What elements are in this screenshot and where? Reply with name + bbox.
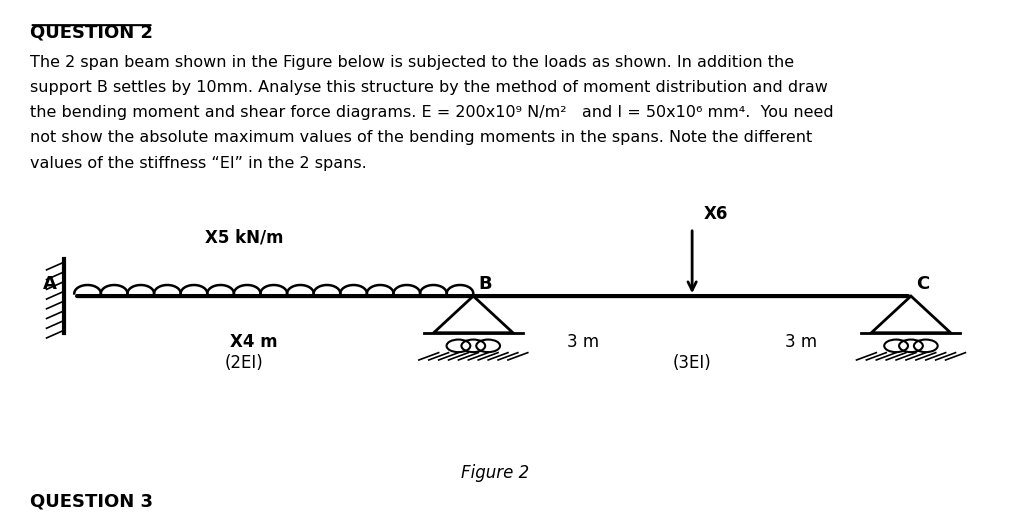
Text: The 2 span beam shown in the Figure below is subjected to the loads as shown. In: The 2 span beam shown in the Figure belo… — [30, 55, 794, 70]
Text: A: A — [43, 276, 56, 293]
Text: values of the stiffness “EI” in the 2 spans.: values of the stiffness “EI” in the 2 sp… — [30, 156, 367, 171]
Text: X4 m: X4 m — [230, 333, 278, 351]
Text: B: B — [478, 276, 492, 293]
Text: the bending moment and shear force diagrams. E = 200x10⁹ N/m²   and I = 50x10⁶ m: the bending moment and shear force diagr… — [30, 105, 834, 121]
Text: 3 m: 3 m — [785, 333, 817, 351]
Text: 3 m: 3 m — [566, 333, 599, 351]
Text: X5 kN/m: X5 kN/m — [205, 228, 284, 246]
Text: C: C — [915, 276, 929, 293]
Text: QUESTION 3: QUESTION 3 — [30, 493, 153, 511]
Text: Figure 2: Figure 2 — [461, 464, 529, 482]
Text: X6: X6 — [705, 205, 728, 223]
Text: support B settles by 10mm. Analyse this structure by the method of moment distri: support B settles by 10mm. Analyse this … — [30, 80, 827, 95]
Text: (3EI): (3EI) — [673, 354, 712, 372]
Text: (2EI): (2EI) — [224, 354, 263, 372]
Text: QUESTION 2: QUESTION 2 — [30, 24, 153, 41]
Text: not show the absolute maximum values of the bending moments in the spans. Note t: not show the absolute maximum values of … — [30, 130, 812, 146]
